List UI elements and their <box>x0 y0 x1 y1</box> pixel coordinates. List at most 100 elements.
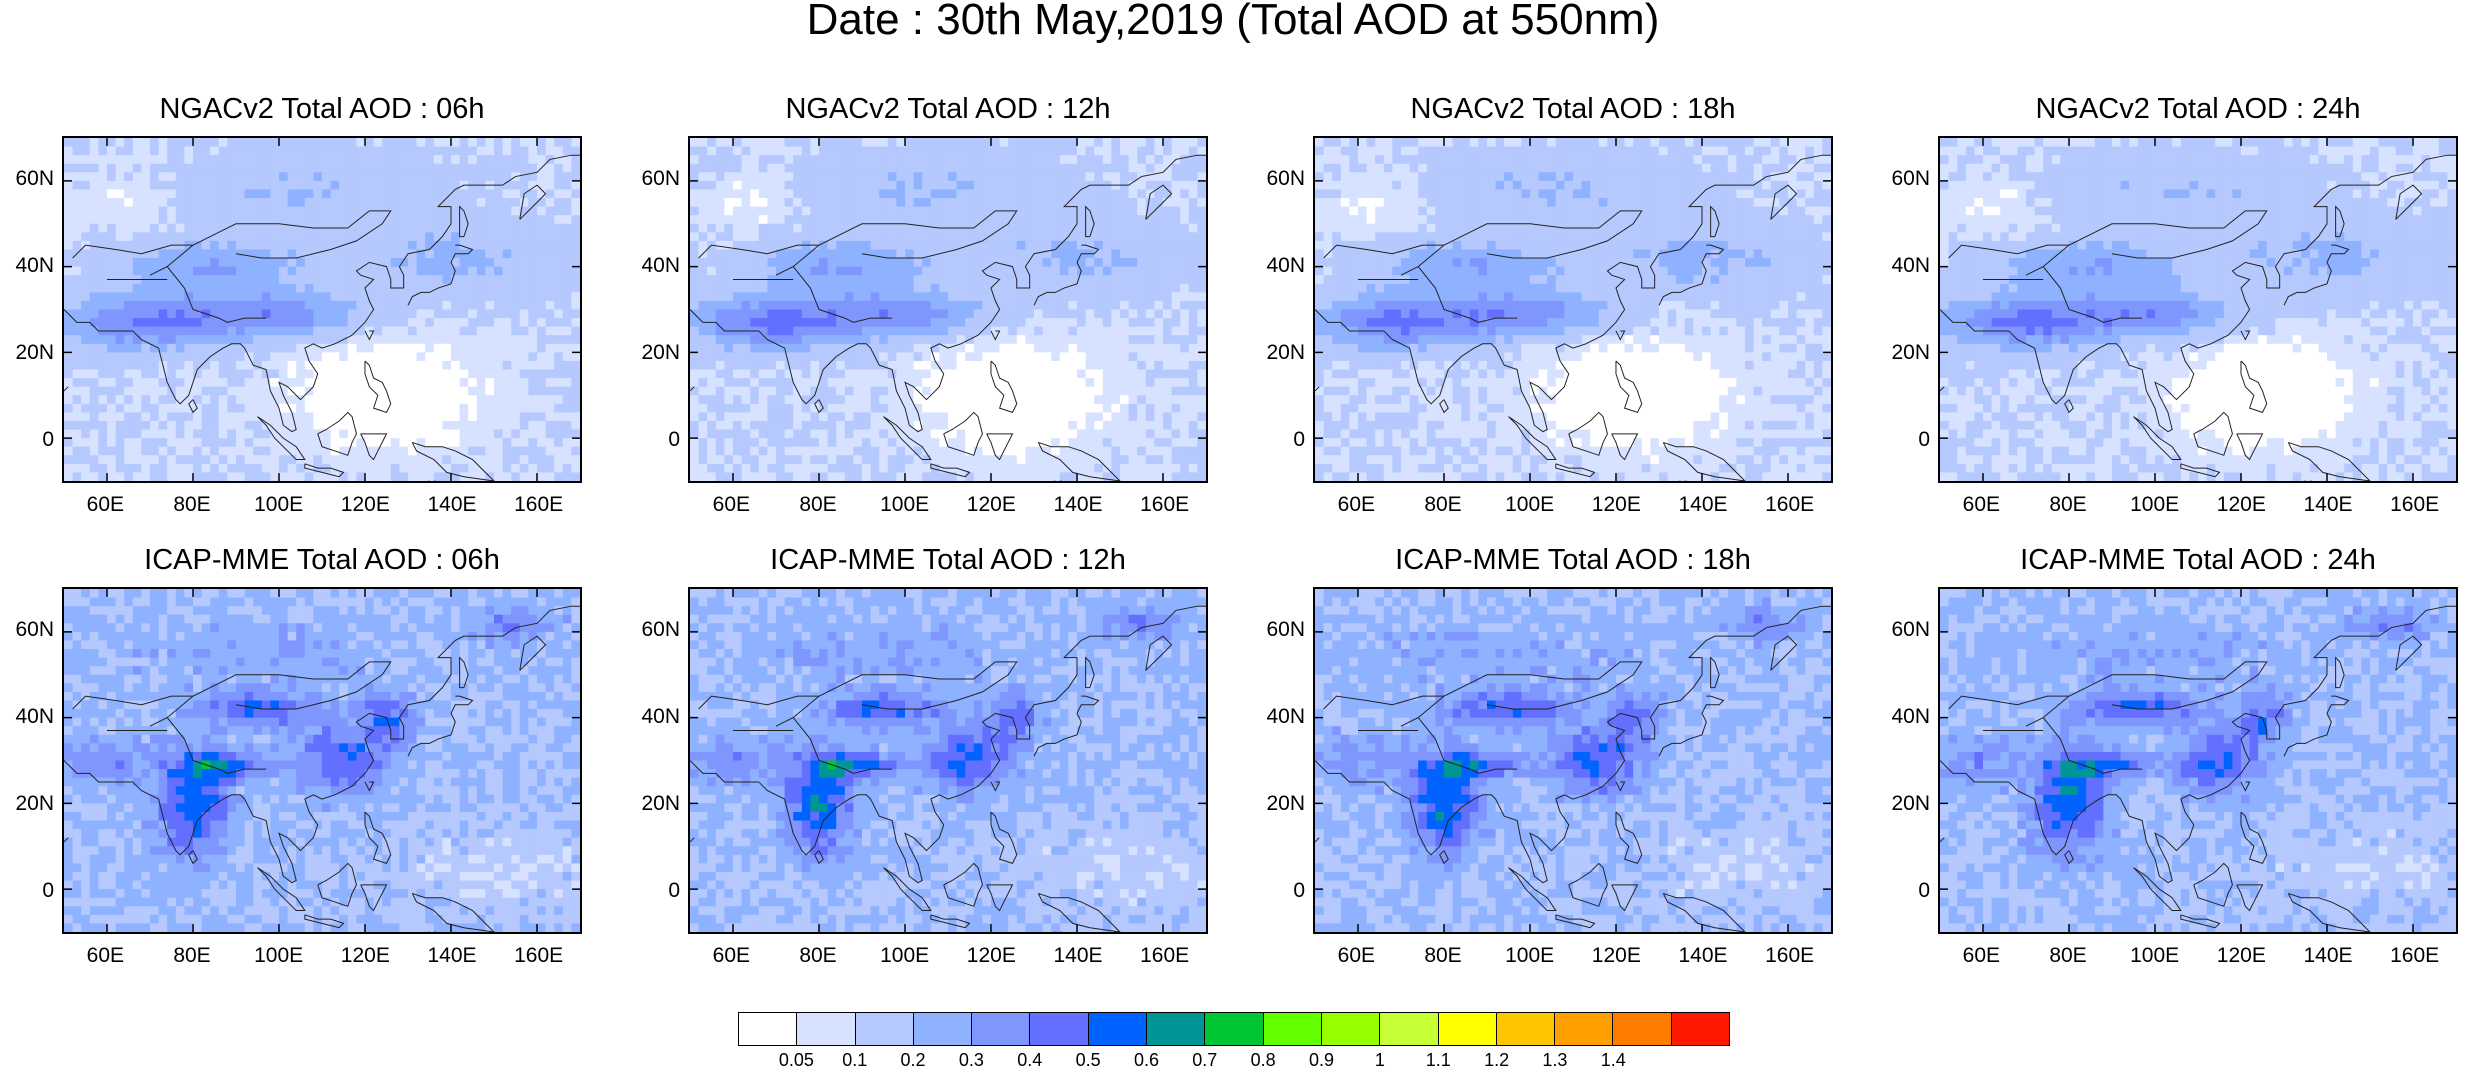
colorbar-swatch <box>1672 1013 1729 1045</box>
panel-title: NGACv2 Total AOD : 18h <box>1313 92 1833 126</box>
lat-tick-label: 20N <box>1255 792 1305 816</box>
colorbar-swatch <box>1089 1013 1147 1045</box>
lon-tick-label: 60E <box>1951 493 2011 517</box>
lat-tick-label: 60N <box>1880 618 1930 642</box>
lat-tick-label: 0 <box>1255 428 1305 452</box>
colorbar-tick-label: 0.5 <box>1058 1050 1118 1070</box>
colorbar-swatch <box>972 1013 1030 1045</box>
panel-title: ICAP-MME Total AOD : 24h <box>1938 543 2458 577</box>
colorbar-swatch <box>856 1013 914 1045</box>
lon-tick-label: 120E <box>2211 493 2271 517</box>
aod-field-raster <box>1940 589 2456 932</box>
colorbar-swatch <box>1555 1013 1613 1045</box>
lat-tick-label: 60N <box>630 167 680 191</box>
lat-tick-label: 20N <box>1880 341 1930 365</box>
colorbar-tick-label: 0.8 <box>1233 1050 1293 1070</box>
aod-field-raster <box>1940 138 2456 481</box>
aod-map <box>1313 136 1833 483</box>
lon-tick-label: 100E <box>249 944 309 968</box>
lat-tick-label: 20N <box>630 792 680 816</box>
colorbar-tick-label: 1.4 <box>1583 1050 1643 1070</box>
lon-tick-label: 60E <box>75 493 135 517</box>
lon-tick-label: 160E <box>1135 493 1195 517</box>
aod-map <box>1938 587 2458 934</box>
colorbar-tick-label: 0.9 <box>1292 1050 1352 1070</box>
colorbar-tick-label: 1.2 <box>1467 1050 1527 1070</box>
lon-tick-label: 80E <box>1413 944 1473 968</box>
colorbar-tick-label: 1.3 <box>1525 1050 1585 1070</box>
colorbar-swatch <box>914 1013 972 1045</box>
lat-tick-label: 40N <box>1255 254 1305 278</box>
lat-tick-label: 0 <box>4 428 54 452</box>
lat-tick-label: 60N <box>1255 167 1305 191</box>
lat-tick-label: 0 <box>1880 428 1930 452</box>
aod-field-raster <box>64 589 580 932</box>
lon-tick-label: 80E <box>2038 493 2098 517</box>
aod-field-raster <box>64 138 580 481</box>
lon-tick-label: 100E <box>2125 944 2185 968</box>
lat-tick-label: 40N <box>630 705 680 729</box>
lon-tick-label: 100E <box>875 944 935 968</box>
lon-tick-label: 60E <box>1326 493 1386 517</box>
lat-tick-label: 20N <box>1880 792 1930 816</box>
lon-tick-label: 160E <box>509 493 569 517</box>
colorbar-swatch <box>1497 1013 1555 1045</box>
lon-tick-label: 140E <box>2298 944 2358 968</box>
lon-tick-label: 160E <box>1760 493 1820 517</box>
lon-tick-label: 160E <box>509 944 569 968</box>
colorbar-swatch <box>797 1013 855 1045</box>
lon-tick-label: 120E <box>961 493 1021 517</box>
lat-tick-label: 0 <box>4 879 54 903</box>
lon-tick-label: 60E <box>701 493 761 517</box>
colorbar-swatch <box>1322 1013 1380 1045</box>
panel-title: ICAP-MME Total AOD : 12h <box>688 543 1208 577</box>
colorbar-tick-label: 0.3 <box>941 1050 1001 1070</box>
lat-tick-label: 0 <box>1880 879 1930 903</box>
lat-tick-label: 40N <box>630 254 680 278</box>
panel-title: ICAP-MME Total AOD : 06h <box>62 543 582 577</box>
colorbar-tick-label: 0.05 <box>766 1050 826 1070</box>
lon-tick-label: 120E <box>1586 493 1646 517</box>
panel-title: ICAP-MME Total AOD : 18h <box>1313 543 1833 577</box>
lon-tick-label: 140E <box>422 944 482 968</box>
colorbar-tick-label: 0.4 <box>1000 1050 1060 1070</box>
aod-map <box>62 136 582 483</box>
lon-tick-label: 60E <box>75 944 135 968</box>
lon-tick-label: 140E <box>2298 493 2358 517</box>
lat-tick-label: 0 <box>630 879 680 903</box>
lat-tick-label: 20N <box>4 341 54 365</box>
colorbar-tick-label: 1 <box>1350 1050 1410 1070</box>
aod-field-raster <box>1315 138 1831 481</box>
lat-tick-label: 40N <box>4 705 54 729</box>
lon-tick-label: 100E <box>1500 944 1560 968</box>
lon-tick-label: 100E <box>1500 493 1560 517</box>
lon-tick-label: 160E <box>2385 944 2445 968</box>
lon-tick-label: 80E <box>1413 493 1473 517</box>
lon-tick-label: 80E <box>788 944 848 968</box>
lon-tick-label: 140E <box>1673 493 1733 517</box>
aod-field-raster <box>690 589 1206 932</box>
lat-tick-label: 60N <box>4 618 54 642</box>
lat-tick-label: 40N <box>1880 705 1930 729</box>
lat-tick-label: 40N <box>1880 254 1930 278</box>
lat-tick-label: 60N <box>1255 618 1305 642</box>
lon-tick-label: 140E <box>1673 944 1733 968</box>
lon-tick-label: 60E <box>1951 944 2011 968</box>
colorbar-swatch <box>1380 1013 1438 1045</box>
lon-tick-label: 80E <box>162 944 222 968</box>
lon-tick-label: 140E <box>1048 493 1108 517</box>
lat-tick-label: 60N <box>4 167 54 191</box>
colorbar-tick-label: 0.6 <box>1116 1050 1176 1070</box>
lon-tick-label: 100E <box>249 493 309 517</box>
panel-title: NGACv2 Total AOD : 24h <box>1938 92 2458 126</box>
lat-tick-label: 20N <box>1255 341 1305 365</box>
lon-tick-label: 160E <box>1760 944 1820 968</box>
lat-tick-label: 20N <box>4 792 54 816</box>
panel-title: NGACv2 Total AOD : 06h <box>62 92 582 126</box>
lat-tick-label: 60N <box>630 618 680 642</box>
colorbar-tick-label: 0.1 <box>825 1050 885 1070</box>
